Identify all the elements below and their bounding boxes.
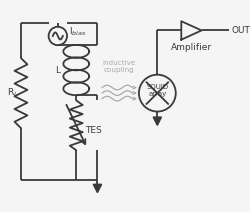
Text: TES: TES — [86, 126, 102, 135]
Polygon shape — [153, 117, 162, 125]
Text: L: L — [55, 66, 60, 75]
Text: Amplifier: Amplifier — [171, 43, 212, 52]
Text: inductive
coupling: inductive coupling — [102, 60, 136, 73]
Text: OUT: OUT — [231, 26, 250, 35]
Polygon shape — [93, 184, 102, 193]
Text: R$_L$: R$_L$ — [7, 87, 18, 99]
Text: I$_{bias}$: I$_{bias}$ — [69, 25, 86, 38]
Text: SQUID
array: SQUID array — [146, 84, 169, 97]
